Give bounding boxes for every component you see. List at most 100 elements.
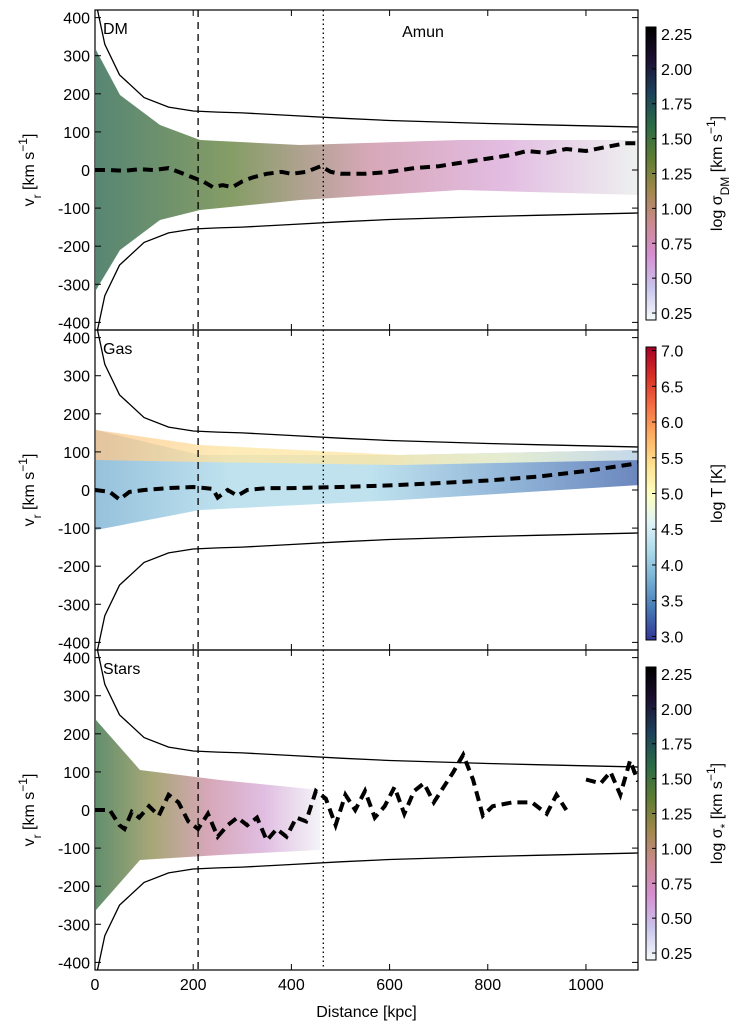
- y-tick-label: 200: [63, 407, 90, 424]
- y-tick-label: 200: [63, 87, 90, 104]
- colorbar-tick-label: 2.25: [661, 27, 692, 44]
- y-axis-label: vr [km s−1]: [16, 774, 44, 847]
- y-tick-label: 0: [81, 163, 90, 180]
- colorbar-label: log T [K]: [709, 464, 726, 523]
- y-tick-label: 400: [63, 11, 90, 28]
- envelope-line: [96, 532, 638, 650]
- x-axis-label: Distance [kpc]: [316, 1004, 416, 1021]
- envelope-line: [96, 10, 638, 128]
- label-part: [km s: [21, 792, 38, 835]
- label-part: −1: [704, 120, 718, 134]
- x-tick-label: 200: [180, 977, 207, 994]
- median-line: [95, 461, 638, 503]
- colorbar-tick-label: 0.75: [661, 236, 692, 253]
- label-part: [km s: [709, 781, 726, 824]
- y-tick-label: -200: [58, 879, 90, 896]
- panel-label: Stars: [103, 661, 140, 678]
- y-axis-label: vr [km s−1]: [16, 134, 44, 207]
- y-tick-label: -300: [58, 917, 90, 934]
- label-part: ]: [21, 454, 38, 458]
- label-part: −1: [704, 767, 718, 781]
- colorbar-tick-label: 2.00: [661, 702, 692, 719]
- colorbar-tick-label: 1.25: [661, 167, 692, 184]
- label-part: log σ: [709, 195, 726, 231]
- colorbar-tick-label: 1.00: [661, 201, 692, 218]
- colorbar-tick-label: 1.00: [661, 841, 692, 858]
- y-tick-label: -400: [58, 635, 90, 652]
- colorbar-tick-label: 1.75: [661, 737, 692, 754]
- colorbar-tick-label: 1.25: [661, 807, 692, 824]
- label-part: [km s: [709, 134, 726, 177]
- label-part: [km s: [21, 472, 38, 515]
- colorbar-tick-label: 0.25: [661, 306, 692, 323]
- y-tick-label: -300: [58, 597, 90, 614]
- y-tick-label: -100: [58, 521, 90, 538]
- median-line: [95, 141, 638, 190]
- colorbar-tick-label: 0.25: [661, 946, 692, 963]
- y-tick-label: 0: [81, 483, 90, 500]
- y-tick-label: 100: [63, 445, 90, 462]
- label-part: ]: [709, 116, 726, 120]
- label-part: log T [K]: [709, 464, 726, 523]
- label-part: *: [718, 823, 732, 828]
- colorbar-tick-label: 3.0: [661, 629, 683, 646]
- y-tick-label: 0: [81, 803, 90, 820]
- colorbar-tick-label: 5.5: [661, 451, 683, 468]
- colorbar-tick-label: 0.50: [661, 911, 692, 928]
- y-tick-label: 100: [63, 125, 90, 142]
- y-tick-label: 400: [63, 651, 90, 668]
- y-tick-label: -200: [58, 559, 90, 576]
- colorbar-tick-label: 6.0: [661, 415, 683, 432]
- y-tick-label: -400: [58, 315, 90, 332]
- label-part: log σ: [709, 828, 726, 864]
- colorbar-label: log σDM [km s−1]: [704, 116, 732, 231]
- panel-label: Gas: [103, 341, 132, 358]
- envelope-line: [96, 852, 638, 970]
- y-tick-label: 100: [63, 765, 90, 782]
- label-part: ]: [21, 134, 38, 138]
- label-part: [km s: [21, 152, 38, 195]
- label-part: ]: [709, 763, 726, 767]
- x-tick-label: 0: [91, 977, 100, 994]
- colorbar-tick-label: 4.0: [661, 558, 683, 575]
- colorbar-tick-label: 3.5: [661, 594, 683, 611]
- x-tick-label: 800: [474, 977, 501, 994]
- density-cloud: [96, 430, 638, 465]
- label-part: −1: [16, 458, 30, 472]
- label-part: r: [30, 834, 44, 838]
- label-part: ]: [21, 774, 38, 778]
- chart-title: Amun: [402, 24, 444, 41]
- x-tick-label: 400: [278, 977, 305, 994]
- colorbar-tick-label: 1.75: [661, 97, 692, 114]
- colorbar-tick-label: 0.50: [661, 271, 692, 288]
- envelope-line: [96, 330, 638, 448]
- colorbar-tick-label: 5.0: [661, 487, 683, 504]
- label-part: v: [21, 198, 38, 206]
- colorbar-tick-label: 7.0: [661, 344, 683, 361]
- y-tick-label: -100: [58, 201, 90, 218]
- colorbar-label: log σ* [km s−1]: [704, 763, 732, 864]
- x-tick-label: 1000: [568, 977, 604, 994]
- colorbar-tick-label: 1.50: [661, 772, 692, 789]
- colorbar-tick-label: 6.5: [661, 379, 683, 396]
- y-tick-label: -400: [58, 955, 90, 972]
- y-tick-label: -200: [58, 239, 90, 256]
- label-part: r: [30, 514, 44, 518]
- y-tick-label: 300: [63, 369, 90, 386]
- y-tick-label: 400: [63, 331, 90, 348]
- label-part: v: [21, 838, 38, 846]
- x-tick-label: 600: [376, 977, 403, 994]
- y-tick-label: 300: [63, 49, 90, 66]
- plot-frame: [94, 649, 639, 971]
- label-part: DM: [718, 177, 732, 196]
- label-part: r: [30, 194, 44, 198]
- median-line: [95, 750, 638, 845]
- label-part: v: [21, 518, 38, 526]
- colorbar-tick-label: 2.00: [661, 62, 692, 79]
- density-cloud: [96, 50, 638, 290]
- y-tick-label: 200: [63, 727, 90, 744]
- envelope-line: [96, 212, 638, 330]
- colorbar-tick-label: 2.25: [661, 667, 692, 684]
- colorbar-tick-label: 0.75: [661, 876, 692, 893]
- y-tick-label: -100: [58, 841, 90, 858]
